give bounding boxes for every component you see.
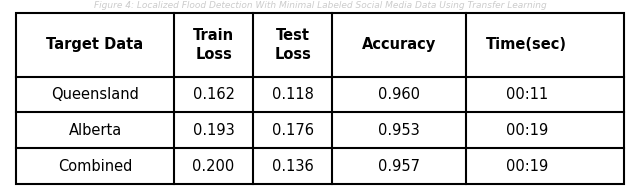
Text: 0.193: 0.193	[193, 123, 234, 138]
Text: 0.957: 0.957	[378, 159, 420, 174]
Text: Figure 4: Localized Flood Detection With Minimal Labeled Social Media Data Using: Figure 4: Localized Flood Detection With…	[93, 1, 547, 10]
Text: 00:19: 00:19	[506, 159, 548, 174]
Text: 00:19: 00:19	[506, 123, 548, 138]
Text: 0.953: 0.953	[378, 123, 420, 138]
Text: Queensland: Queensland	[51, 87, 139, 102]
Text: 0.162: 0.162	[193, 87, 235, 102]
Text: Time(sec): Time(sec)	[486, 37, 567, 52]
Text: Train
Loss: Train Loss	[193, 28, 234, 62]
Text: Alberta: Alberta	[68, 123, 122, 138]
Text: 0.960: 0.960	[378, 87, 420, 102]
Text: 0.136: 0.136	[272, 159, 314, 174]
Text: 00:11: 00:11	[506, 87, 548, 102]
Text: 0.176: 0.176	[271, 123, 314, 138]
Text: Target Data: Target Data	[47, 37, 143, 52]
Text: Combined: Combined	[58, 159, 132, 174]
Text: 0.200: 0.200	[193, 159, 235, 174]
Text: 0.118: 0.118	[272, 87, 314, 102]
Text: Accuracy: Accuracy	[362, 37, 436, 52]
Text: Test
Loss: Test Loss	[274, 28, 311, 62]
